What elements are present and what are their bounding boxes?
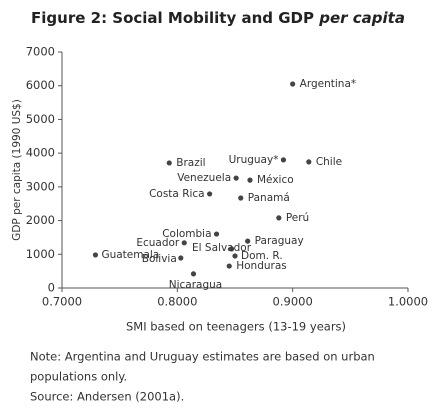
point	[166, 160, 172, 166]
point	[245, 238, 251, 244]
point-label: Honduras	[236, 260, 287, 272]
title-emphasis: per capita	[318, 9, 405, 27]
point	[181, 240, 187, 246]
point-label: Uruguay*	[229, 154, 279, 166]
point-label: México	[257, 174, 294, 186]
title-text: Figure 2: Social Mobility and GDP	[31, 9, 314, 27]
note: Source: Andersen (2001a).	[30, 390, 184, 404]
point	[213, 231, 220, 237]
y-tick-label: 2000	[26, 213, 55, 227]
point-label: Chile	[316, 156, 342, 168]
point-label: Dom. R.	[241, 250, 283, 262]
point	[306, 159, 312, 165]
x-tick-label: 0.8000	[157, 295, 197, 309]
point	[247, 177, 253, 183]
point-label: Perú	[286, 212, 309, 224]
y-tick-label: 3000	[26, 179, 55, 193]
point-label: Colombia	[162, 228, 211, 240]
point	[276, 215, 282, 221]
point-label: Paraguay	[255, 235, 304, 247]
x-tick-label: 0.7000	[42, 295, 82, 309]
point-label: Venezuela	[177, 172, 231, 184]
point	[232, 253, 238, 259]
y-tick-label: 7000	[26, 45, 55, 59]
x-axis-label: SMI based on teenagers (13-19 years)	[126, 320, 346, 334]
point	[238, 195, 244, 201]
point-label: Panamá	[248, 192, 290, 204]
y-tick-label: 4000	[26, 146, 55, 160]
point	[92, 252, 99, 258]
point	[228, 246, 235, 252]
y-tick-label: 6000	[26, 78, 55, 92]
point	[178, 255, 184, 261]
x-tick-label: 1.0000	[388, 295, 428, 309]
point-label: El Salvador	[192, 242, 252, 254]
point	[280, 157, 287, 163]
y-tick-label: 1000	[26, 247, 55, 261]
point	[233, 175, 239, 181]
chart-title: Figure 2: Social Mobility and GDP per ca…	[31, 9, 405, 27]
y-tick-label: 5000	[26, 112, 55, 126]
note: populations only.	[30, 370, 127, 384]
y-axis-label: GDP per capita (1990 US$)	[11, 99, 23, 241]
point-label: Argentina*	[300, 78, 356, 90]
point	[226, 263, 232, 269]
note: Note: Argentina and Uruguay estimates ar…	[30, 350, 375, 364]
point	[190, 271, 197, 277]
point-label: Bolivia	[142, 253, 177, 265]
point	[290, 81, 296, 87]
x-tick-label: 0.9000	[273, 295, 313, 309]
y-tick-label: 0	[48, 281, 55, 295]
point-label: Guatemala	[101, 249, 159, 261]
point-label: Costa Rica	[149, 188, 205, 200]
point-label: Nicaragua	[169, 279, 222, 291]
point	[207, 191, 213, 197]
point-label: Brazil	[176, 157, 205, 169]
point-label: Ecuador	[136, 237, 180, 249]
